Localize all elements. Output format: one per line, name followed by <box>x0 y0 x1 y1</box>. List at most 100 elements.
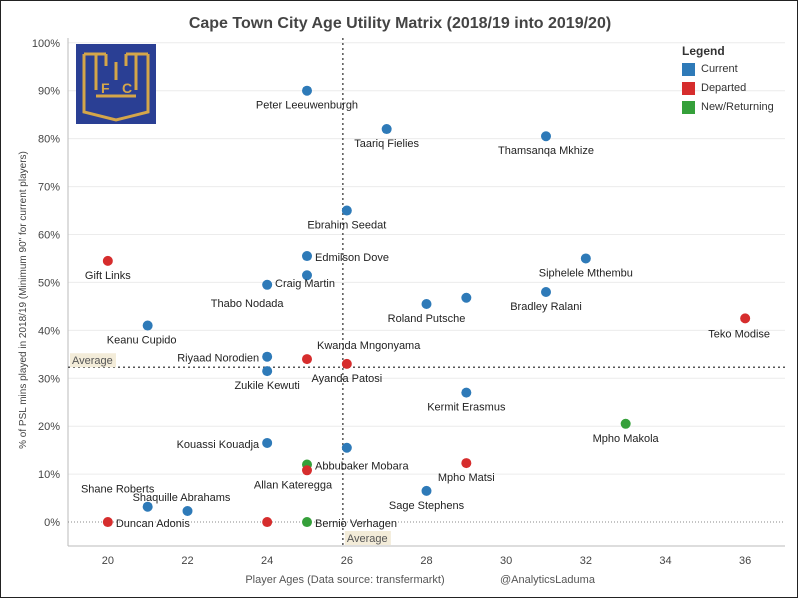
point-allan-kateregga <box>302 465 312 476</box>
y-tick-label: 50% <box>38 277 60 289</box>
point-label-roland-putsche: Roland Putsche <box>388 313 466 325</box>
x-tick-label: 24 <box>261 555 273 567</box>
point-ebrahim-seedat <box>341 205 352 216</box>
y-tick-label: 30% <box>38 373 60 385</box>
y-tick-label: 20% <box>38 421 60 433</box>
point-label-allan-kateregga: Allan Kateregga <box>254 479 333 491</box>
point-label-keanu-cupido: Keanu Cupido <box>107 335 177 347</box>
point-label-abbubaker-mobara: Abbubaker Mobara <box>315 461 409 473</box>
x-tick-label: 36 <box>739 555 751 567</box>
y-tick-label: 60% <box>38 229 60 241</box>
point-label-sage-stephens: Sage Stephens <box>389 500 465 512</box>
point-label-kermit-erasmus: Kermit Erasmus <box>427 402 506 414</box>
y-tick-label: 10% <box>38 469 60 481</box>
y-tick-label: 40% <box>38 325 60 337</box>
legend-item-departed: Departed <box>682 80 788 96</box>
logo-lettering-c: C <box>122 80 132 96</box>
point-label-duncan-adonis: Duncan Adonis <box>116 518 190 530</box>
legend-item-current: Current <box>682 61 788 77</box>
x-average-label: Average <box>347 533 388 545</box>
point-sage-stephens <box>421 485 432 496</box>
point-label-ebrahim-seedat: Ebrahim Seedat <box>307 220 386 232</box>
x-tick-label: 32 <box>580 555 592 567</box>
x-tick-label: 28 <box>420 555 432 567</box>
point-duncan-adonis <box>102 517 113 528</box>
point-bernio-verhagen <box>302 517 312 528</box>
credit-label: @AnalyticsLaduma <box>500 574 596 586</box>
legend-swatch-current <box>682 62 695 76</box>
y-tick-label: 70% <box>38 182 60 194</box>
point-thamsanqa-mkhize <box>541 131 551 142</box>
point-label-riyaad-norodien: Riyaad Norodien <box>177 353 259 365</box>
x-tick-label: 30 <box>500 555 512 567</box>
y-tick-label: 100% <box>32 38 60 50</box>
point-kermit-erasmus <box>461 387 472 398</box>
y-tick-label: 80% <box>38 134 60 146</box>
axes: 0% 10% 20% 30% 40% 50% 60% 70% 80% 90% 100% 20 22 24 2… <box>32 38 785 567</box>
y-average-label: Average <box>72 355 113 367</box>
cape-town-city-logo: F C <box>76 44 156 124</box>
legend-swatch-new-returning <box>682 100 695 114</box>
point-unlabeled <box>262 517 273 528</box>
point-bradley-ralani <box>541 287 551 297</box>
point-label-peter-leeuwenburgh: Peter Leeuwenburgh <box>256 100 358 112</box>
point-siphelele-mthembu <box>580 253 591 264</box>
legend-item-new-returning: New/Returning <box>682 99 788 115</box>
point-label-taariq-fielies: Taariq Fielies <box>354 138 419 150</box>
point-zukile-kewuti <box>262 366 273 377</box>
x-average-label-bg <box>344 531 391 545</box>
y-tick-label: 0% <box>44 517 60 529</box>
point-shane-roberts <box>142 501 153 512</box>
reference-lines: Average Average <box>68 38 785 546</box>
point-label-thabo-nodada: Thabo Nodada <box>211 298 285 310</box>
point-riyaad-norodien <box>262 351 273 362</box>
point-label-ayanda-patosi: Ayanda Patosi <box>311 373 382 385</box>
point-craig-martin <box>302 270 312 281</box>
y-average-label-bg <box>70 353 116 368</box>
logo-lettering: F <box>101 80 110 96</box>
point-label-zukile-kewuti: Zukile Kewuti <box>234 380 299 392</box>
gridlines <box>68 42 785 475</box>
point-unlabeled <box>461 292 472 303</box>
point-teko-modise <box>740 313 751 324</box>
point-roland-putsche <box>421 298 432 309</box>
legend-label-current: Current <box>701 63 738 75</box>
point-label-kouassi-kouadja: Kouassi Kouadja <box>177 439 260 451</box>
point-label-mpho-matsi: Mpho Matsi <box>438 472 495 484</box>
point-peter-leeuwenburgh <box>302 85 312 96</box>
x-tick-label: 22 <box>181 555 193 567</box>
x-axis-label: Player Ages (Data source: transfermarkt) <box>245 574 444 586</box>
point-taariq-fielies <box>381 124 392 135</box>
point-label-teko-modise: Teko Modise <box>708 328 770 340</box>
chart-title: Cape Town City Age Utility Matrix (2018/… <box>189 15 611 32</box>
legend-label-departed: Departed <box>701 82 747 94</box>
point-label-shaquille-abrahams: Shaquille Abrahams <box>133 492 231 504</box>
y-axis-label: % of PSL mins played in 2018/19 (Minimum… <box>18 151 29 449</box>
point-edmilson-dove <box>302 251 312 262</box>
point-label-shane-roberts: Shane Roberts <box>81 484 155 496</box>
legend: Legend Current Departed New/Returning <box>678 44 788 118</box>
point-keanu-cupido <box>142 320 153 331</box>
point-label-craig-martin: Craig Martin <box>275 278 335 290</box>
point-label-bradley-ralani: Bradley Ralani <box>510 301 582 313</box>
x-tick-label: 20 <box>102 555 114 567</box>
point-label-siphelele-mthembu: Siphelele Mthembu <box>539 267 633 279</box>
point-shaquille-abrahams <box>182 506 193 517</box>
legend-swatch-departed <box>682 81 695 95</box>
point-kwanda-mngonyama <box>302 354 312 365</box>
y-tick-label: 90% <box>38 86 60 98</box>
point-ayanda-patosi <box>341 358 352 369</box>
point-label-gift-links: Gift Links <box>85 270 131 282</box>
point-label-mpho-makola: Mpho Makola <box>593 433 660 445</box>
point-label-bernio-verhagen: Bernio Verhagen <box>315 518 397 530</box>
point-label-kwanda-mngonyama: Kwanda Mngonyama <box>317 340 421 352</box>
x-tick-label: 26 <box>341 555 353 567</box>
point-labels: Peter Leeuwenburgh Taariq Fielies Thamsanq… <box>81 100 770 530</box>
point-thabo-nodada <box>262 279 273 290</box>
point-gift-links <box>102 255 113 266</box>
point-mpho-matsi <box>461 458 472 469</box>
point-label-edmilson-dove: Edmilson Dove <box>315 252 389 264</box>
legend-label-new-returning: New/Returning <box>701 101 774 113</box>
